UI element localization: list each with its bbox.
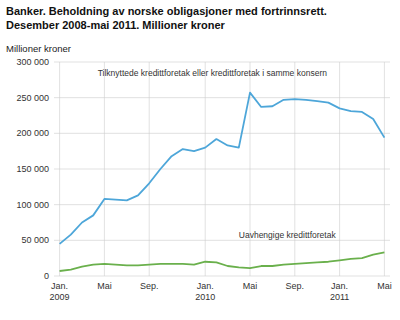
x-tick-label: Jan.2010: [195, 281, 215, 302]
x-axis: Jan.2009 Mai Sep. Jan.2010 Mai Sep. Jan.2011 Ma…: [50, 62, 392, 302]
x-tick-label: Jan.2009: [50, 281, 70, 302]
series-labels: Tilknyttede kredittforetak eller kreditt…: [98, 68, 337, 240]
grid-line: [294, 62, 295, 276]
y-tick-label: 150 000: [16, 164, 49, 174]
x-tick-label: Sep.: [286, 281, 305, 291]
y-tick-label: 50 000: [21, 235, 49, 245]
title: Banker. Beholdning av norske obligasjone…: [6, 5, 327, 17]
y-tick-label: 300 000: [16, 57, 49, 67]
plot-area: [60, 93, 385, 271]
subtitle: Desember 2008-mai 2011. Millioner kroner: [6, 19, 226, 31]
chart: Banker. Beholdning av norske obligasjone…: [0, 0, 400, 320]
grid-line: [384, 62, 385, 276]
line: [60, 252, 385, 271]
x-tick-label: Sep.: [140, 281, 159, 291]
grid-line: [149, 62, 150, 276]
y-tick-label: 200 000: [16, 128, 49, 138]
grid-line: [205, 62, 206, 276]
x-tick-label: Mai: [97, 281, 112, 291]
grid-line: [104, 62, 105, 276]
x-tick-label: Mai: [243, 281, 258, 291]
x-tick-label: Mai: [377, 281, 392, 291]
y-tick-label: 100 000: [16, 200, 49, 210]
x-tick-label: Jan.2011: [330, 281, 349, 302]
line: [60, 93, 385, 244]
series-label: Tilknyttede kredittforetak eller kreditt…: [98, 68, 328, 78]
y-axis: 0 50 000 100 000 150 000 200 000 250 000 300 0…: [16, 57, 390, 281]
y-tick-label: 0: [44, 271, 49, 281]
grid-line: [339, 62, 340, 276]
series-label: Uavhengige kredittforetak: [239, 230, 337, 240]
y-axis-label: Millioner kroner: [6, 43, 71, 54]
y-tick-label: 250 000: [16, 93, 49, 103]
